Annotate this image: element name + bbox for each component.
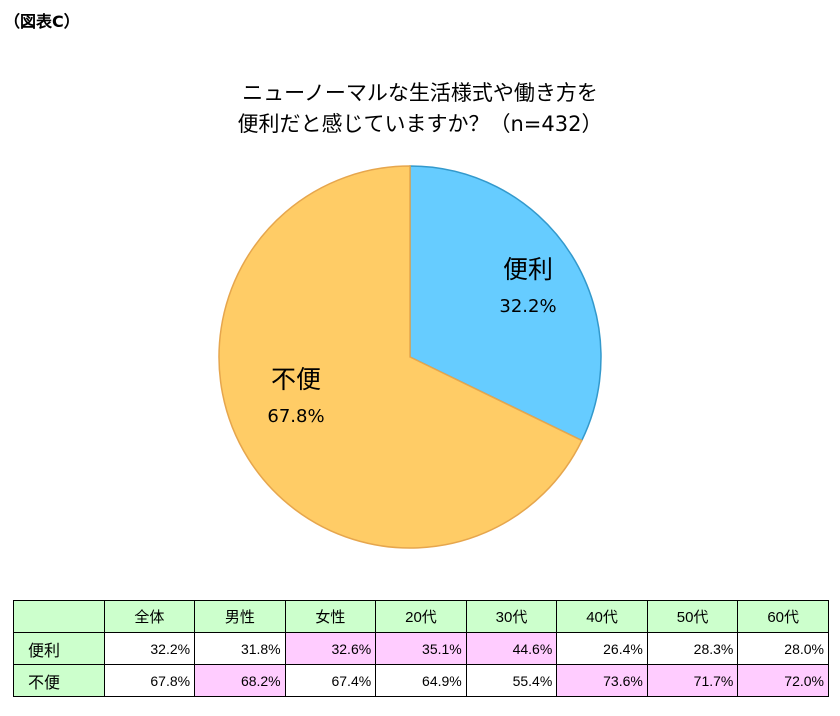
table-cell: 32.6% <box>284 632 377 665</box>
slice-value-0: 32.2% <box>499 296 556 317</box>
slice-label-0: 便利 <box>503 255 553 284</box>
pie-slice-1 <box>218 165 583 549</box>
table-cell: 67.4% <box>284 664 377 697</box>
table-cell: 73.6% <box>556 664 648 697</box>
data-table: 全体 男性 女性 20代 30代 40代 50代 60代 便利 32.2% 31.8% 32.6% 3… <box>13 600 829 697</box>
table-cell: 67.8% <box>103 664 196 697</box>
chart-title-line-1: ニューノーマルな生活様式や働き方を <box>242 81 598 105</box>
column-header-5: 30代 <box>465 600 558 633</box>
table-cell: 26.4% <box>556 632 648 665</box>
figure-label: （図表C） <box>4 12 80 31</box>
column-header-7: 50代 <box>646 600 739 633</box>
chart-title-line-2: 便利だと感じていますか？（n=432） <box>237 112 603 136</box>
row-label-0: 便利 <box>13 632 105 665</box>
column-header-6: 40代 <box>556 600 648 633</box>
table-cell: 64.9% <box>375 664 467 697</box>
column-header-3: 女性 <box>284 600 377 633</box>
table-cell: 72.0% <box>737 664 829 697</box>
column-header-4: 20代 <box>375 600 467 633</box>
table-cell: 31.8% <box>194 632 286 665</box>
table-cell: 44.6% <box>465 632 558 665</box>
pie-slice-0 <box>409 165 602 442</box>
table-cell: 55.4% <box>465 664 558 697</box>
table-cell: 28.0% <box>737 632 829 665</box>
table-cell: 68.2% <box>194 664 286 697</box>
row-label-1: 不便 <box>13 664 105 697</box>
column-header-8: 60代 <box>737 600 829 633</box>
table-row: 便利 32.2% 31.8% 32.6% 35.1% 44.6% 26.4% 28.3% 28.… <box>13 632 829 665</box>
column-header-1: 全体 <box>103 600 196 633</box>
column-header-0 <box>13 600 105 633</box>
table-row: 不便 67.8% 68.2% 67.4% 64.9% 55.4% 73.6% 71.7% 72.… <box>13 664 829 697</box>
chart-title: ニューノーマルな生活様式や働き方を 便利だと感じていますか？（n=432） <box>0 78 840 140</box>
table-cell: 32.2% <box>103 632 196 665</box>
table-cell: 71.7% <box>646 664 739 697</box>
column-header-2: 男性 <box>194 600 286 633</box>
slice-value-1: 67.8% <box>267 406 324 427</box>
table-cell: 35.1% <box>375 632 467 665</box>
table-header-row: 全体 男性 女性 20代 30代 40代 50代 60代 <box>13 600 829 633</box>
slice-label-1: 不便 <box>271 365 321 394</box>
table-cell: 28.3% <box>646 632 739 665</box>
